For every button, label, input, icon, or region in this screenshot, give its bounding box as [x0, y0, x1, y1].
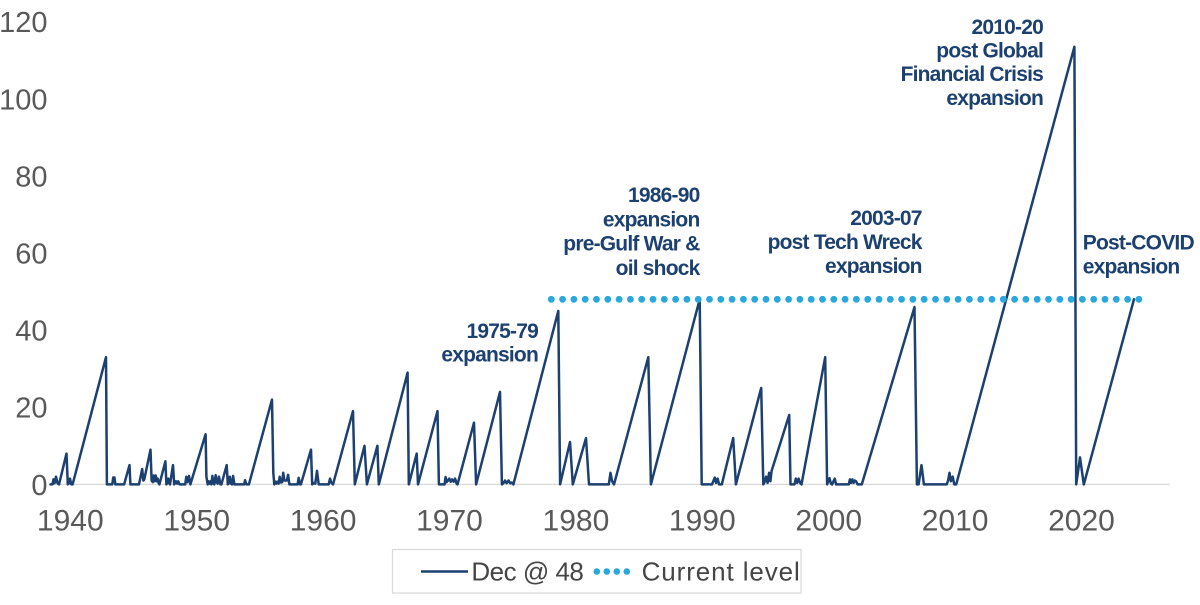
- svg-text:expansion: expansion: [603, 208, 700, 231]
- svg-text:100: 100: [0, 84, 48, 116]
- svg-text:oil shock: oil shock: [616, 257, 701, 280]
- svg-text:0: 0: [31, 470, 47, 502]
- svg-text:Financial Crisis: Financial Crisis: [901, 63, 1044, 86]
- svg-text:expansion: expansion: [825, 255, 922, 278]
- svg-text:Dec @ 48: Dec @ 48: [471, 557, 583, 587]
- svg-text:1960: 1960: [290, 505, 357, 538]
- svg-text:2000: 2000: [795, 505, 862, 538]
- svg-text:expansion: expansion: [946, 87, 1043, 110]
- svg-text:1950: 1950: [163, 505, 230, 538]
- svg-text:2010: 2010: [922, 505, 989, 538]
- svg-text:Post-COVID: Post-COVID: [1083, 232, 1195, 255]
- svg-text:120: 120: [0, 7, 48, 39]
- svg-text:expansion: expansion: [1083, 256, 1180, 279]
- svg-text:60: 60: [15, 239, 47, 271]
- svg-text:post Global: post Global: [936, 40, 1043, 63]
- svg-text:1990: 1990: [669, 505, 736, 538]
- svg-text:20: 20: [15, 393, 47, 425]
- svg-text:expansion: expansion: [441, 344, 538, 367]
- svg-text:1980: 1980: [543, 505, 610, 538]
- svg-text:2020: 2020: [1048, 505, 1115, 538]
- svg-text:1975-79: 1975-79: [467, 320, 539, 343]
- svg-text:1940: 1940: [37, 505, 104, 538]
- svg-text:1986-90: 1986-90: [628, 184, 700, 207]
- svg-text:40: 40: [15, 316, 47, 348]
- svg-text:80: 80: [15, 161, 47, 193]
- svg-text:2003-07: 2003-07: [850, 207, 922, 230]
- svg-text:2010-20: 2010-20: [972, 16, 1044, 39]
- svg-text:post Tech Wreck: post Tech Wreck: [768, 231, 923, 254]
- svg-text:1970: 1970: [416, 505, 483, 538]
- svg-text:pre-Gulf War &: pre-Gulf War &: [563, 233, 700, 256]
- svg-text:Current level: Current level: [642, 557, 801, 587]
